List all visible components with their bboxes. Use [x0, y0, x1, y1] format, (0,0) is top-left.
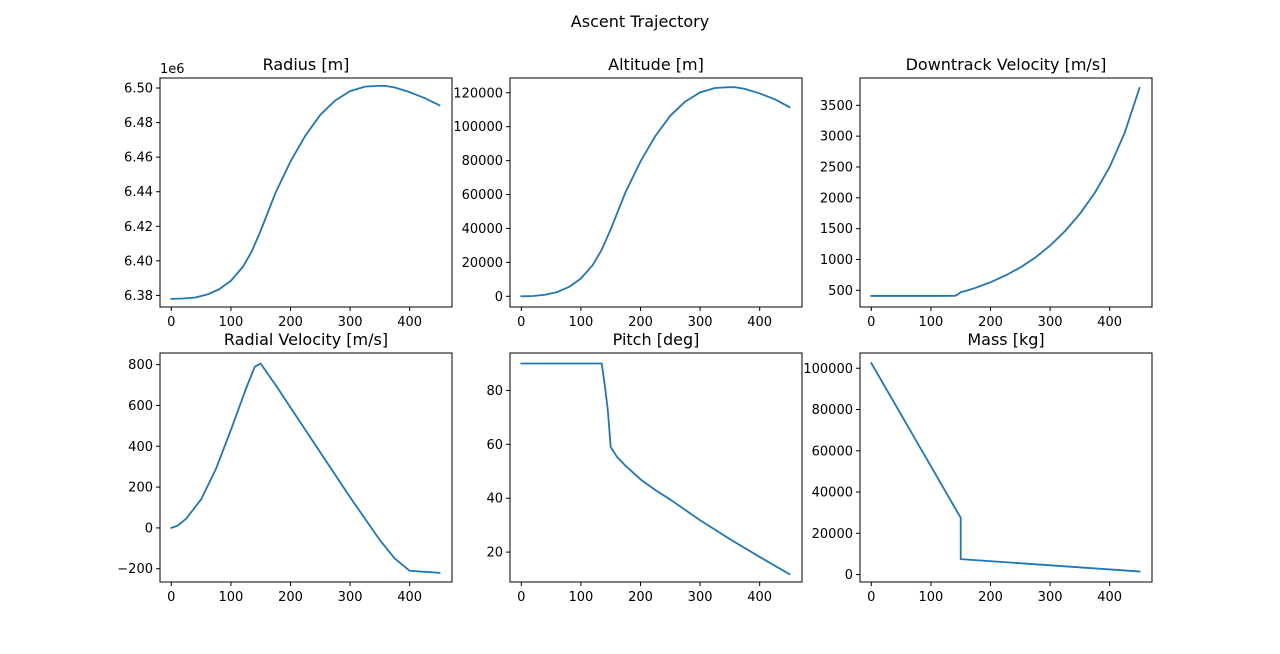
axes-frame [509, 77, 803, 308]
x-tick-label: 100 [919, 315, 944, 330]
subplot-6: Mass [kg] 0 100 200 300 400 0 20000 40000 60000 80… [803, 330, 1153, 605]
series-line [870, 86, 1141, 297]
x-tick-label: 200 [628, 590, 653, 605]
y-tick-label: 60000 [462, 188, 503, 203]
x-tick-label: 400 [397, 590, 422, 605]
x-tick-label: 0 [517, 590, 525, 605]
series-line [520, 86, 791, 298]
y-tick-label: 6.46 [124, 151, 153, 166]
x-tick-label: 0 [167, 315, 175, 330]
x-tick-label: 400 [747, 315, 772, 330]
x-tick-label: 100 [219, 590, 244, 605]
x-tick-label: 200 [628, 315, 653, 330]
y-tick-label: 120000 [453, 86, 503, 101]
x-tick-label: 100 [569, 315, 594, 330]
y-tick-label: 20000 [812, 527, 853, 542]
y-tick-label: 800 [128, 358, 153, 373]
y-tick-label: 500 [828, 284, 853, 299]
x-tick-label: 0 [867, 315, 875, 330]
y-tick-label: 2500 [820, 160, 853, 175]
subplots: Radius [m]0 100 200 300 4006.386.406.426.446… [117, 55, 1153, 605]
subplot-5: Pitch [deg] 0 100 200 300 400 20 40 60 80 [486, 330, 803, 605]
y-tick-label: 1500 [820, 222, 853, 237]
y-tick-label: 6.42 [124, 220, 153, 235]
y-tick-label: 0 [145, 521, 153, 536]
axes-frame [509, 352, 803, 583]
x-tick-label: 200 [978, 590, 1003, 605]
x-tick-label: 200 [278, 590, 303, 605]
y-tick-label: 100000 [803, 362, 853, 377]
subplot-title: Altitude [m] [608, 55, 704, 74]
x-tick-label: 300 [688, 315, 713, 330]
subplot-3: Downtrack Velocity [m/s] 0 100 200 300 400 500… [820, 55, 1153, 330]
subplot-4: Radial Velocity [m/s] 0 100 200 300 400 −200 0 2… [117, 330, 453, 605]
y-tick-label: 20 [486, 546, 503, 561]
y-tick-label: 0 [845, 568, 853, 583]
y-tick-label: 100000 [453, 120, 503, 135]
y-tick-label: 6.48 [124, 116, 153, 131]
y-tick-label: 600 [128, 399, 153, 414]
x-tick-label: 100 [219, 315, 244, 330]
axes-frame [159, 352, 453, 583]
series-line [170, 84, 441, 300]
subplot-title: Mass [kg] [967, 330, 1044, 349]
y-tick-label: 6.44 [124, 185, 153, 200]
x-tick-label: 0 [867, 590, 875, 605]
y-tick-label: 80000 [462, 154, 503, 169]
x-tick-label: 300 [688, 590, 713, 605]
x-tick-label: 400 [747, 590, 772, 605]
x-tick-label: 100 [919, 590, 944, 605]
y-tick-label: 6.40 [124, 254, 153, 269]
y-tick-label: 2000 [820, 191, 853, 206]
x-tick-label: 400 [1097, 590, 1122, 605]
series-line [170, 362, 441, 574]
subplot-title: Downtrack Velocity [m/s] [906, 55, 1107, 74]
x-tick-label: 100 [569, 590, 594, 605]
series-line [870, 361, 1141, 573]
y-tick-label: 200 [128, 481, 153, 496]
y-tick-label: 6.50 [124, 82, 153, 97]
x-tick-label: 0 [167, 590, 175, 605]
subplot-title: Pitch [deg] [613, 330, 700, 349]
y-tick-label: 3000 [820, 130, 853, 145]
x-tick-label: 400 [1097, 315, 1122, 330]
y-tick-label: −200 [117, 562, 153, 577]
y-tick-label: 1000 [820, 253, 853, 268]
x-tick-label: 300 [338, 315, 363, 330]
y-tick-label: 400 [128, 440, 153, 455]
y-tick-label: 80 [486, 384, 503, 399]
y-tick-label: 3500 [820, 99, 853, 114]
x-tick-label: 300 [1038, 590, 1063, 605]
y-tick-label: 6.38 [124, 289, 153, 304]
subplot-title: Radial Velocity [m/s] [224, 330, 388, 349]
x-tick-label: 400 [397, 315, 422, 330]
y-tick-label: 80000 [812, 403, 853, 418]
x-tick-label: 300 [338, 590, 363, 605]
y-tick-label: 40 [486, 492, 503, 507]
axes-frame [859, 77, 1153, 308]
subplot-title: Radius [m] [263, 55, 350, 74]
y-tick-label: 0 [495, 290, 503, 305]
subplot-1: Radius [m] 0 100 200 300 400 6.38 6.40 6.42 6.44 6… [124, 55, 453, 330]
x-tick-label: 200 [278, 315, 303, 330]
y-offset-label: 1e6 [160, 62, 185, 77]
x-tick-label: 0 [517, 315, 525, 330]
subplot-2: Altitude [m] 0 100 200 300 400 0 20000 40000 6000… [453, 55, 803, 330]
axes-frame [859, 352, 1153, 583]
series-line [520, 362, 791, 576]
axes-frame [159, 77, 453, 308]
x-tick-label: 200 [978, 315, 1003, 330]
y-tick-label: 60000 [812, 444, 853, 459]
figure-title: Ascent Trajectory [571, 12, 709, 31]
y-tick-label: 60 [486, 438, 503, 453]
x-tick-label: 300 [1038, 315, 1063, 330]
y-tick-label: 20000 [462, 256, 503, 271]
y-tick-label: 40000 [462, 222, 503, 237]
y-tick-label: 40000 [812, 486, 853, 501]
